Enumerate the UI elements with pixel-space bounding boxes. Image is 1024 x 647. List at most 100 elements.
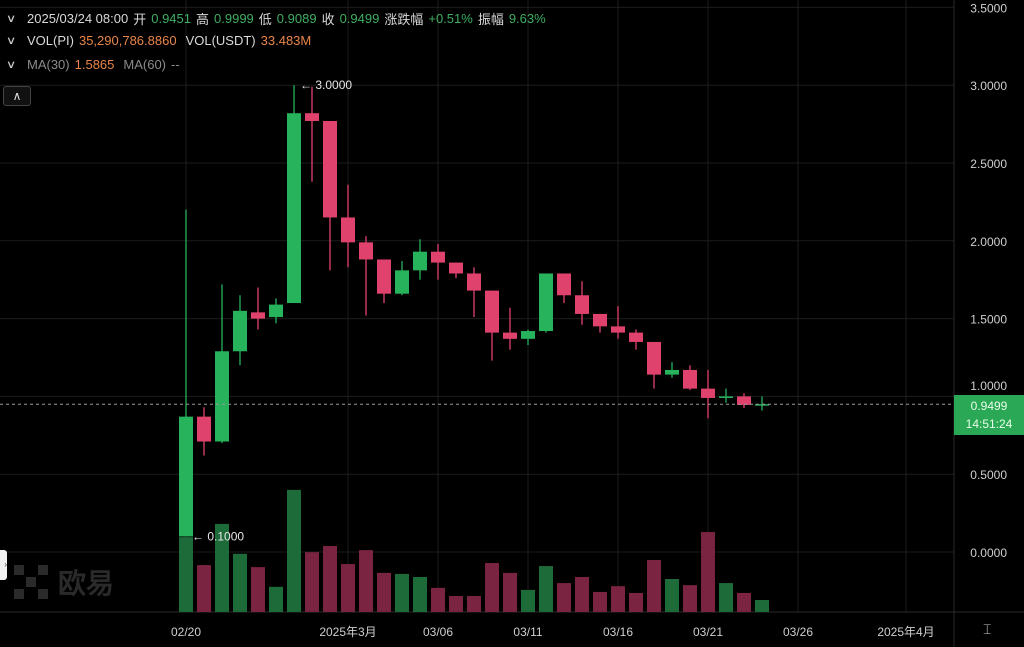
chevron-down-icon[interactable]: ∨ [5, 13, 17, 25]
volume-bar [215, 523, 229, 612]
close-value: 0.9499 [339, 11, 380, 26]
candle-body [665, 369, 679, 375]
volume-bar [629, 592, 643, 612]
ma30-label: MA(30) [27, 57, 70, 72]
volume-bar [179, 537, 193, 612]
volume-bar [233, 553, 247, 612]
candle [467, 267, 481, 318]
y-tick-label: 1.5000 [970, 313, 1007, 327]
candle-body [305, 113, 319, 121]
candle-body [359, 242, 373, 260]
volume-bar [431, 587, 445, 612]
candle-body [683, 369, 697, 389]
candle [611, 306, 625, 339]
vol-pi-value: 35,290,786.8860 [78, 33, 177, 48]
volume-bar [701, 532, 715, 612]
candle-body [413, 251, 427, 271]
candle-body [593, 313, 607, 327]
candle-countdown: 14:51:24 [965, 417, 1013, 431]
x-tick-label: 03/06 [423, 625, 453, 639]
volume-legend: ∨ VOL(PI) 35,290,786.8860 VOL(USDT) 33.483… [5, 33, 312, 48]
autoscale-icon[interactable]: ⌶ [983, 621, 992, 637]
candle-body [575, 295, 589, 314]
vol-usdt-value: 33.483M [260, 33, 312, 48]
candle-body [251, 312, 265, 319]
candle [755, 396, 769, 411]
candle [539, 273, 553, 333]
y-tick-label: 3.5000 [970, 1, 1007, 15]
logo-text: 欧易 [58, 568, 115, 599]
change-value: +0.51% [428, 11, 473, 26]
candle [683, 365, 697, 391]
x-tick-label: 03/16 [603, 625, 633, 639]
extreme-price-annotation: ← 3.0000 [300, 78, 352, 92]
volume-bar [485, 563, 499, 612]
candle [665, 362, 679, 378]
candle [359, 236, 373, 316]
volume-bar [359, 550, 373, 612]
ma60-value: -- [171, 57, 180, 72]
x-tick-label: 03/26 [783, 625, 813, 639]
candle [521, 329, 535, 346]
volume-bar [287, 489, 301, 612]
volume-bar [593, 591, 607, 612]
candle [449, 262, 463, 279]
ma60-label: MA(60) [123, 57, 167, 72]
candle-body [341, 217, 355, 243]
collapse-legend-button[interactable]: ∧ [3, 86, 31, 106]
candle-body [377, 259, 391, 294]
y-tick-label: 3.0000 [970, 79, 1007, 93]
candle [737, 393, 751, 409]
volume-bar [539, 566, 553, 612]
candle [305, 86, 319, 182]
candle [323, 120, 337, 271]
candle-body [269, 304, 283, 318]
candle-body [179, 416, 193, 537]
volume-bar [665, 579, 679, 612]
ma30-value: 1.5865 [74, 57, 115, 72]
y-tick-label: 2.5000 [970, 157, 1007, 171]
candle-body [449, 262, 463, 274]
volume-bar [755, 599, 769, 612]
x-tick-label: 02/20 [171, 625, 201, 639]
candle [503, 307, 517, 350]
candle [287, 85, 301, 304]
y-tick-label: 1.0000 [970, 379, 1007, 393]
candle [413, 239, 427, 280]
candle-body [215, 351, 229, 442]
volume-bar [647, 559, 661, 612]
vol-usdt-label: VOL(USDT) [185, 33, 256, 48]
volume-bar [503, 572, 517, 612]
volume-bar [395, 573, 409, 612]
side-panel-handle[interactable]: › [0, 550, 7, 580]
candle-body [719, 396, 733, 398]
candle-datetime: 2025/03/24 08:00 [27, 11, 129, 26]
vol-pi-label: VOL(PI) [27, 33, 74, 48]
candle-body [233, 310, 247, 352]
ma-legend: ∨ MA(30) 1.5865 MA(60) -- [5, 57, 180, 72]
candle [701, 369, 715, 419]
volume-bar [197, 565, 211, 612]
x-tick-label: 03/21 [693, 625, 723, 639]
candle-body [467, 273, 481, 291]
chevron-down-icon[interactable]: ∨ [5, 59, 17, 71]
x-tick-label: 2025年4月 [877, 625, 934, 639]
candle [269, 298, 283, 324]
volume-bar [377, 572, 391, 612]
current-price-tag: 0.9499 14:51:24 [954, 395, 1024, 435]
candle-body [539, 273, 553, 332]
volume-bar [305, 552, 319, 612]
candle-body [485, 290, 499, 333]
volume-bar [449, 596, 463, 612]
candle-body [197, 416, 211, 442]
candle-body [755, 404, 769, 406]
chevron-down-icon[interactable]: ∨ [5, 35, 17, 47]
volume-bar [467, 596, 481, 612]
volume-bar [521, 589, 535, 612]
close-label: 收 [321, 12, 335, 27]
volume-bar [557, 583, 571, 612]
volume-bar [413, 576, 427, 612]
candle-body [395, 270, 409, 294]
candle-body [503, 332, 517, 339]
